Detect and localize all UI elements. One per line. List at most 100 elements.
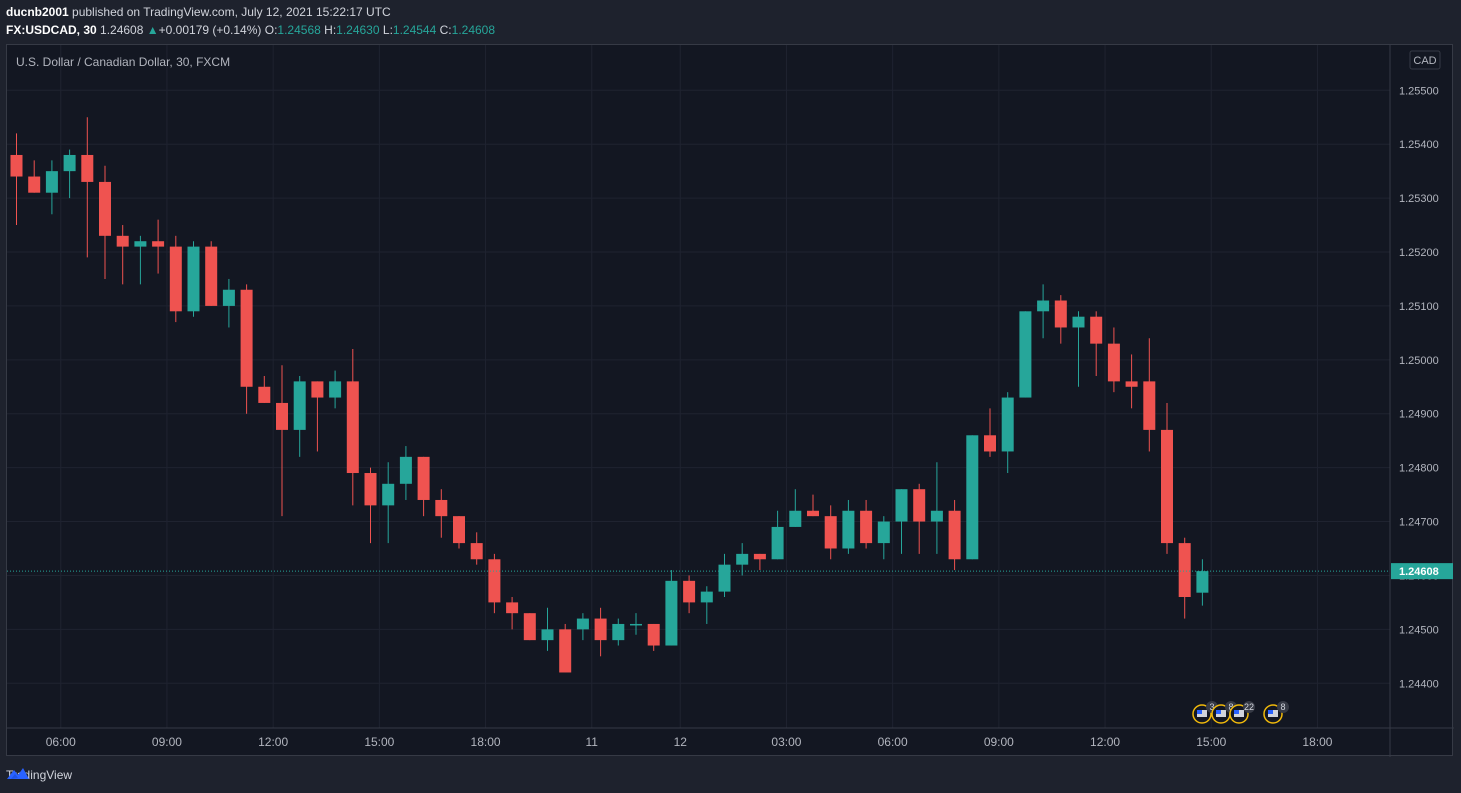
candle-body (28, 176, 41, 193)
candles (7, 117, 1390, 673)
candle-body (594, 618, 607, 641)
current-price-badge (1391, 563, 1453, 580)
high-value: 1.24630 (336, 23, 380, 37)
candle-body (81, 154, 94, 182)
price-tick-label: 1.25000 (1399, 355, 1439, 367)
ohlc-line: FX:USDCAD, 30 1.24608 ▲+0.00179 (+0.14%)… (6, 21, 495, 39)
event-count: 8 (1280, 702, 1285, 712)
candle-body (1143, 381, 1156, 430)
candle-body (435, 499, 448, 517)
candle-body (134, 241, 147, 247)
candle-body (382, 483, 395, 506)
candle-body (771, 526, 784, 560)
candle-body (559, 629, 572, 673)
event-count-badge (1243, 701, 1255, 713)
price-tick-label: 1.24900 (1399, 409, 1439, 421)
candle-body (276, 402, 288, 430)
time-tick-label: 15:00 (364, 735, 394, 749)
flag-canton (1216, 710, 1221, 714)
candle-body (346, 381, 359, 474)
candle-body (1107, 343, 1120, 382)
candle-body (647, 623, 660, 646)
candle-body (187, 246, 200, 312)
candle-body (506, 602, 519, 614)
footer: TradingView (6, 765, 72, 785)
event-count-badge (1277, 701, 1289, 713)
low-label: L: (382, 23, 393, 37)
current-price-label: 1.24608 (1399, 566, 1439, 578)
open-value: 1.24568 (277, 23, 321, 37)
candle-body (736, 553, 749, 565)
candle-body (1178, 543, 1191, 598)
candlestick-chart[interactable]: 1.244001.245001.246001.247001.248001.249… (7, 45, 1454, 757)
candle-body (399, 456, 412, 484)
time-tick-label: 18:00 (1302, 735, 1332, 749)
candle-body (700, 591, 713, 603)
time-tick-label: 18:00 (471, 735, 501, 749)
candle-body (470, 543, 483, 560)
candle-body (488, 559, 501, 603)
candle-body (258, 386, 271, 403)
candle-body (1037, 300, 1050, 312)
flag-canton (1234, 710, 1239, 714)
time-tick-label: 11 (586, 735, 599, 749)
currency-box[interactable] (1409, 50, 1441, 70)
grid-lines (7, 45, 1390, 728)
chart-header: ducnb2001 published on TradingView.com, … (6, 3, 495, 39)
time-tick-label: 12:00 (1090, 735, 1120, 749)
candle-body (1196, 571, 1209, 593)
candle-body (311, 381, 324, 398)
candle-body (417, 456, 430, 500)
candle-body (824, 516, 837, 549)
close-label: C: (439, 23, 452, 37)
economic-events: 3 8 22 8 (1192, 701, 1289, 724)
price-tick-label: 1.24500 (1399, 624, 1439, 636)
candle-body (1019, 311, 1032, 398)
candle-body (612, 623, 625, 641)
price-tick-label: 1.25300 (1399, 193, 1439, 205)
author-name[interactable]: ducnb2001 (6, 5, 69, 19)
candle-body (683, 580, 696, 603)
candle-body (116, 235, 129, 247)
candle-body (453, 516, 465, 544)
time-tick-label: 12:00 (258, 735, 288, 749)
candle-body (789, 510, 802, 527)
candle-body (1072, 316, 1085, 328)
time-tick-label: 06:00 (878, 735, 908, 749)
chart-pane[interactable]: 1.244001.245001.246001.247001.248001.249… (6, 44, 1454, 757)
candle-body (860, 510, 873, 544)
high-label: H: (324, 23, 337, 37)
time-tick-label: 12 (674, 735, 688, 749)
flag-canton (1268, 710, 1273, 714)
candle-body (45, 171, 58, 193)
candle-body (842, 510, 855, 549)
chart-title: U.S. Dollar / Canadian Dollar, 30, FXCM (16, 55, 230, 69)
candle-body (99, 181, 111, 236)
candle-body (576, 618, 589, 630)
candle-body (329, 381, 342, 398)
candle-body (718, 564, 731, 592)
candle-body (1161, 429, 1173, 544)
candle-body (895, 489, 908, 522)
time-tick-label: 09:00 (152, 735, 182, 749)
price-tick-label: 1.25100 (1399, 301, 1439, 313)
price-tick-label: 1.24800 (1399, 463, 1439, 475)
up-arrow-icon: ▲ (146, 23, 159, 37)
currency-label: CAD (1413, 55, 1436, 67)
candle-body (222, 289, 235, 306)
candle-body (930, 510, 943, 522)
symbol-label: FX:USDCAD, 30 (6, 23, 97, 37)
time-axis: 06:00 09:00 12:00 15:00 18:00 11 12 03:00 06:00 0… (46, 735, 1333, 749)
event-count: 22 (1244, 702, 1254, 712)
price-tick-label: 1.25500 (1399, 85, 1439, 97)
price-change: +0.00179 (+0.14%) (158, 23, 262, 37)
price-tick-label: 1.25400 (1399, 139, 1439, 151)
candle-body (807, 510, 819, 517)
tradingview-logo-icon[interactable] (6, 765, 30, 781)
candle-body (152, 241, 165, 247)
candle-body (665, 580, 678, 646)
price-tick-label: 1.25200 (1399, 247, 1439, 259)
price-tick-label: 1.24700 (1399, 517, 1439, 529)
candle-body (913, 489, 926, 522)
candle-body (293, 381, 306, 430)
